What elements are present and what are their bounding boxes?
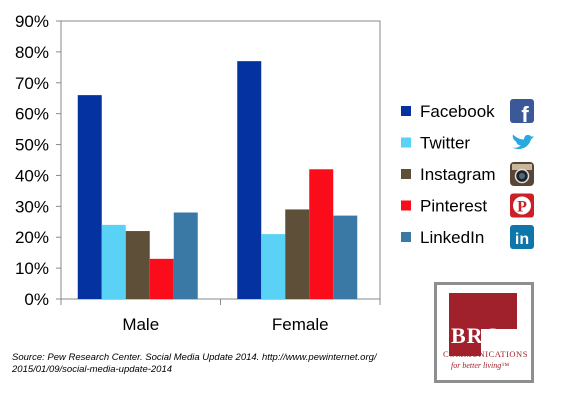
bar-pinterest-male	[149, 258, 174, 299]
legend-swatch-instagram	[401, 169, 411, 179]
y-tick-label: 30%	[15, 197, 49, 216]
y-tick-label: 10%	[15, 259, 49, 278]
svg-text:P: P	[517, 199, 527, 216]
bars	[77, 61, 358, 300]
legend-swatch-facebook	[401, 106, 411, 116]
x-category-label: Male	[122, 315, 159, 334]
bar-twitter-female	[261, 234, 286, 299]
x-category-label: Female	[272, 315, 329, 334]
bar-instagram-male	[125, 231, 150, 299]
y-tick-label: 0%	[24, 290, 49, 309]
linkedin-icon: in	[510, 225, 534, 249]
legend: Facebook f Twitter Instagram Pinterest P Linke…	[401, 99, 534, 249]
pinterest-icon: P	[510, 193, 534, 218]
logo-brg-text: BRG	[451, 323, 502, 348]
svg-text:in: in	[515, 231, 529, 248]
y-axis: 0% 10% 20% 30% 40% 50% 60% 70% 80% 90%	[15, 12, 61, 309]
y-tick-label: 80%	[15, 43, 49, 62]
logo-communications-text: COMMUNICATIONS	[443, 349, 528, 359]
bar-instagram-female	[285, 209, 310, 299]
bar-facebook-male	[77, 95, 102, 299]
legend-label-pinterest: Pinterest	[420, 197, 487, 216]
y-tick-label: 40%	[15, 166, 49, 185]
bar-linkedin-female	[333, 215, 358, 299]
legend-label-linkedin: LinkedIn	[420, 228, 484, 247]
legend-swatch-pinterest	[401, 200, 411, 211]
y-tick-label: 90%	[15, 12, 49, 31]
legend-label-facebook: Facebook	[420, 102, 495, 121]
legend-swatch-linkedin	[401, 232, 411, 242]
facebook-icon: f	[510, 99, 534, 127]
bar-twitter-male	[101, 224, 126, 299]
bar-facebook-female	[237, 61, 262, 300]
twitter-icon	[512, 134, 534, 149]
legend-swatch-twitter	[401, 137, 411, 148]
logo-block-right	[481, 293, 517, 329]
y-tick-label: 50%	[15, 136, 49, 155]
logo-block	[449, 293, 481, 356]
logo-tagline: for better living™	[451, 361, 510, 370]
y-tick-label: 20%	[15, 228, 49, 247]
svg-text:f: f	[521, 102, 529, 127]
legend-label-instagram: Instagram	[420, 165, 496, 184]
bar-linkedin-male	[173, 212, 198, 299]
x-axis: Male Female	[60, 299, 381, 334]
y-tick-label: 70%	[15, 74, 49, 93]
legend-label-twitter: Twitter	[420, 134, 470, 153]
brg-logo: BRG COMMUNICATIONS for better living™	[434, 282, 534, 383]
bar-pinterest-female	[309, 169, 334, 299]
instagram-icon	[510, 162, 534, 186]
y-tick-label: 60%	[15, 105, 49, 124]
source-note: Source: Pew Research Center. Social Medi…	[12, 352, 377, 375]
